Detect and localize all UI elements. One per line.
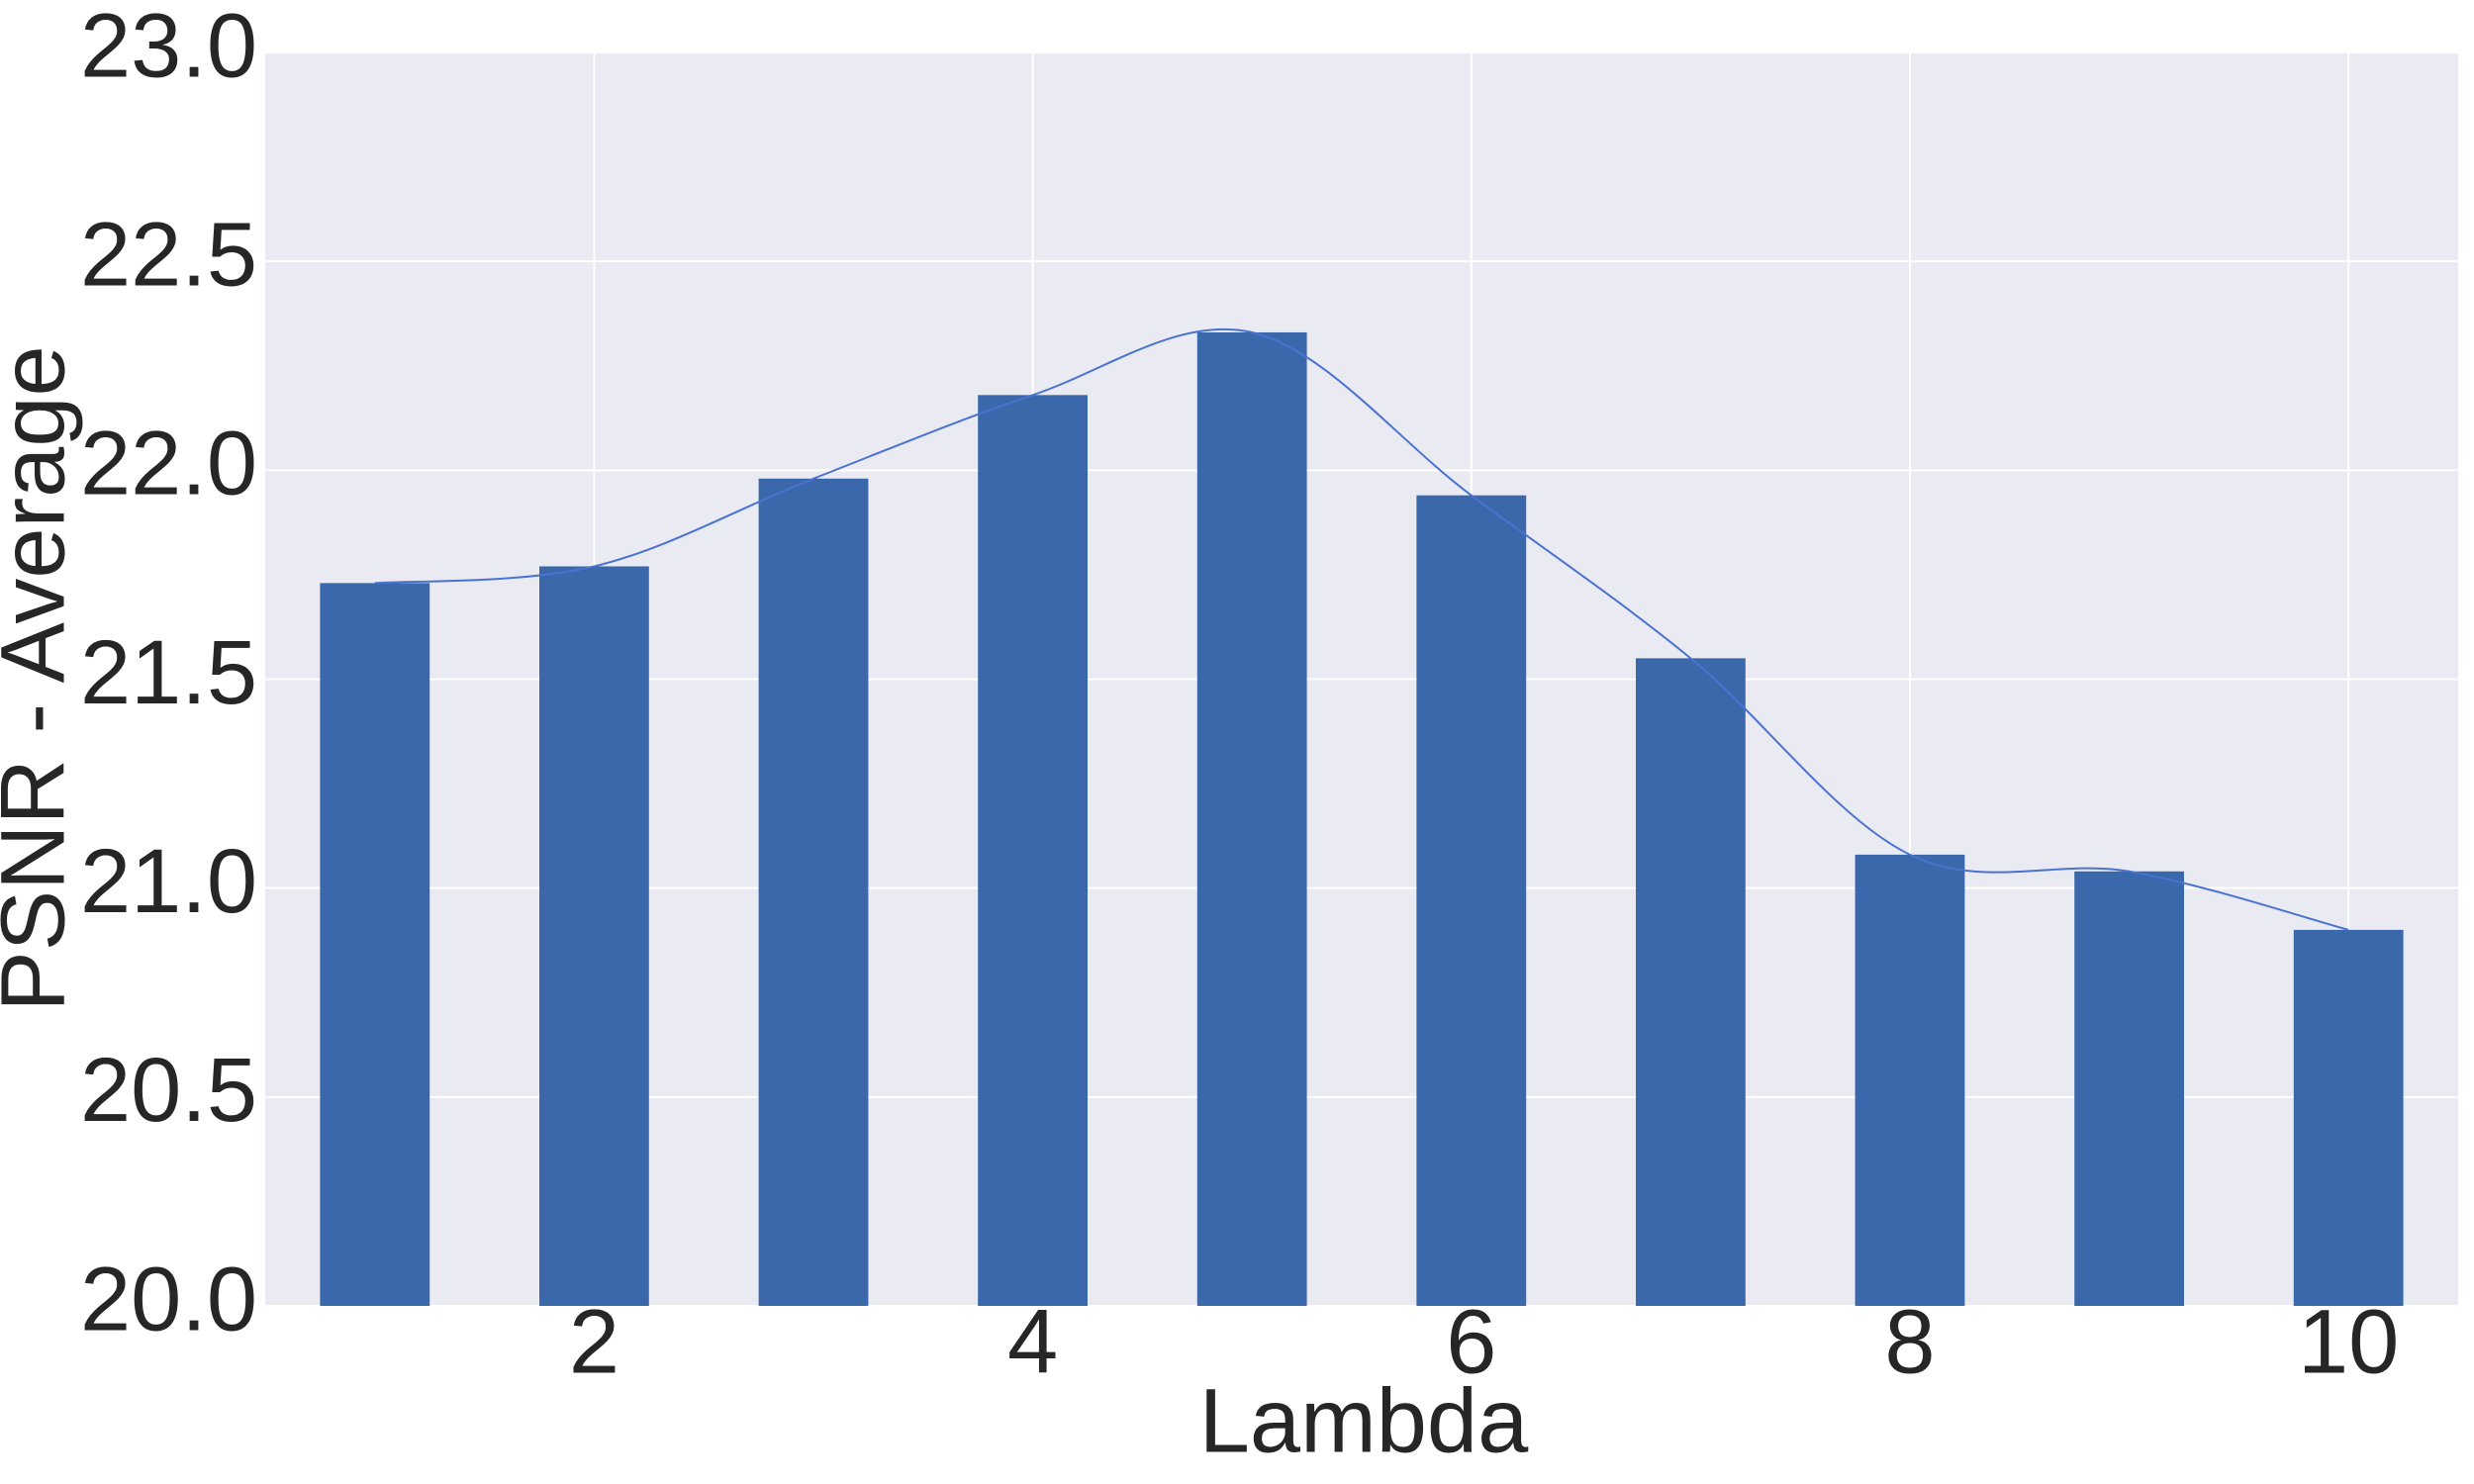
- x-axis-label: Lambda: [1199, 1370, 1529, 1471]
- bar: [1416, 495, 1527, 1306]
- y-axis-label: PSNR - Average: [0, 345, 83, 1011]
- bar: [539, 566, 649, 1306]
- y-tick-label: 21.5: [80, 622, 257, 723]
- bar: [978, 395, 1088, 1306]
- y-tick-label: 22.5: [80, 204, 257, 305]
- bar: [1196, 331, 1307, 1306]
- bar: [758, 478, 869, 1306]
- trend-line: [374, 327, 2349, 931]
- y-tick-label: 21.0: [80, 831, 257, 932]
- bar: [2074, 871, 2184, 1306]
- bar: [1636, 658, 1746, 1306]
- x-tick-label: 10: [2298, 1291, 2399, 1392]
- y-tick-label: 22.0: [80, 414, 257, 514]
- x-tick-label: 6: [1446, 1291, 1496, 1392]
- x-tick-label: 8: [1884, 1291, 1935, 1392]
- x-tick-label: 2: [569, 1291, 619, 1392]
- bar: [1855, 854, 1965, 1306]
- bar: [320, 583, 430, 1306]
- y-tick-label: 23.0: [80, 0, 257, 96]
- y-tick-label: 20.5: [80, 1040, 257, 1141]
- x-tick-label: 4: [1007, 1291, 1058, 1392]
- y-tick-label: 20.0: [80, 1249, 257, 1349]
- bar: [2293, 929, 2404, 1306]
